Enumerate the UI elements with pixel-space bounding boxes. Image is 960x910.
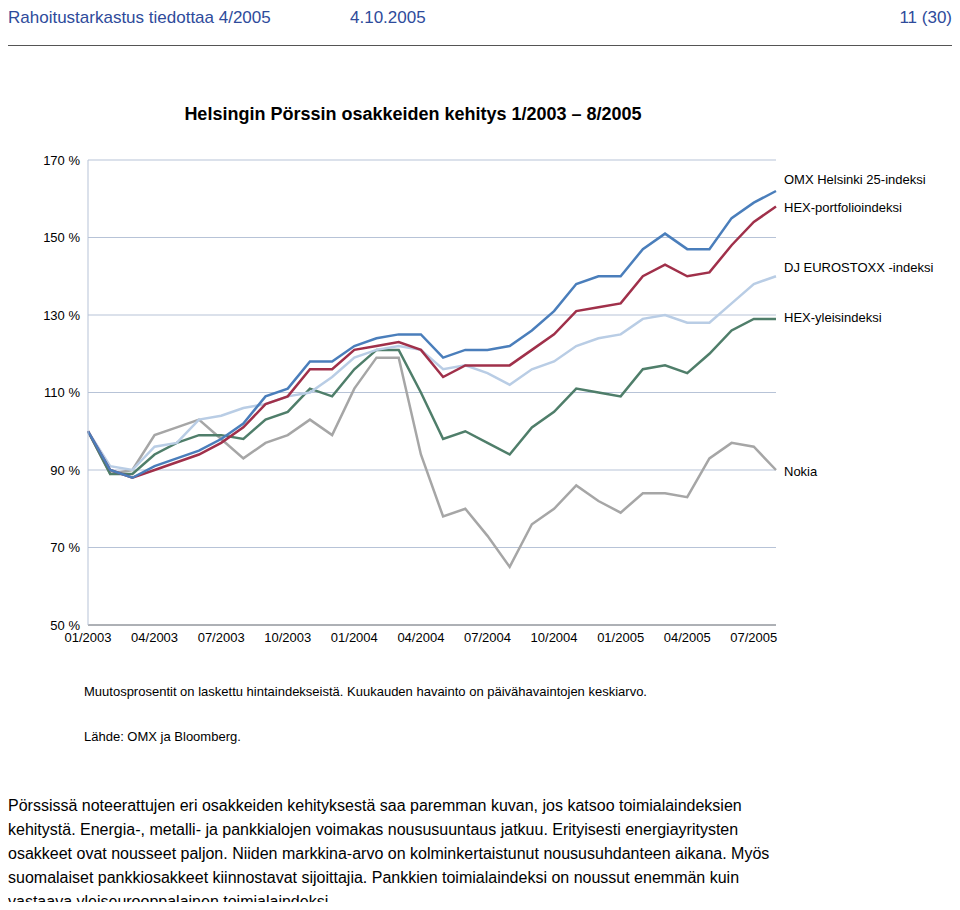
html-text:vastaava yleiseurooppalainen t: vastaava yleiseurooppalainen toimialaind… <box>8 893 333 910</box>
svg-text:170 %: 170 % <box>43 153 80 168</box>
html-text:Lähde: OMX ja Bloomberg.: Lähde: OMX ja Bloomberg. <box>84 729 241 744</box>
svg-text:04/2003: 04/2003 <box>131 630 178 645</box>
svg-text:04/2005: 04/2005 <box>664 630 711 645</box>
svg-text:01/2005: 01/2005 <box>597 630 644 645</box>
svg-text:HEX-portfolioindeksi: HEX-portfolioindeksi <box>784 200 902 215</box>
svg-text:07/2005: 07/2005 <box>730 630 777 645</box>
svg-text:Nokia: Nokia <box>784 464 818 479</box>
svg-text:10/2004: 10/2004 <box>531 630 578 645</box>
html-text:kehitystä. Energia-, metalli-: kehitystä. Energia-, metalli- ja pankkia… <box>8 821 739 838</box>
svg-text:OMX Helsinki 25-indeksi: OMX Helsinki 25-indeksi <box>784 172 926 187</box>
svg-text:01/2004: 01/2004 <box>331 630 378 645</box>
html-text:suomalaiset pankkiosakkeet kii: suomalaiset pankkiosakkeet kiinnostavat … <box>8 869 740 886</box>
html-text:11 (30): 11 (30) <box>899 8 952 27</box>
svg-text:90 %: 90 % <box>50 463 80 478</box>
html-text:Helsingin Pörssin osakkeiden k: Helsingin Pörssin osakkeiden kehitys 1/2… <box>184 104 642 124</box>
html-text:osakkeet ovat nousseet paljon.: osakkeet ovat nousseet paljon. Niiden ma… <box>8 845 770 862</box>
svg-text:01/2003: 01/2003 <box>64 630 112 646</box>
svg-text:150 %: 150 % <box>43 230 80 245</box>
svg-text:10/2003: 10/2003 <box>264 630 311 645</box>
html-text:Muutosprosentit on laskettu hi: Muutosprosentit on laskettu hintaindekse… <box>84 684 647 699</box>
svg-text:07/2004: 07/2004 <box>464 630 511 645</box>
svg-text:07/2003: 07/2003 <box>198 630 245 645</box>
svg-text:DJ EUROSTOXX -indeksi: DJ EUROSTOXX -indeksi <box>784 260 933 275</box>
svg-text:50 %: 50 % <box>50 618 80 633</box>
svg-text:70 %: 70 % <box>50 540 80 555</box>
html-text:Pörssissä noteerattujen eri os: Pörssissä noteerattujen eri osakkeiden k… <box>8 797 742 814</box>
svg-text:110 %: 110 % <box>44 385 80 400</box>
svg-text:04/2004: 04/2004 <box>397 630 444 645</box>
html-text:4.10.2005: 4.10.2005 <box>350 8 426 27</box>
svg-text:130 %: 130 % <box>43 308 80 323</box>
html-text:Rahoitustarkastus tiedottaa 4/: Rahoitustarkastus tiedottaa 4/2005 <box>8 8 271 27</box>
svg-text:HEX-yleisindeksi: HEX-yleisindeksi <box>784 310 882 325</box>
